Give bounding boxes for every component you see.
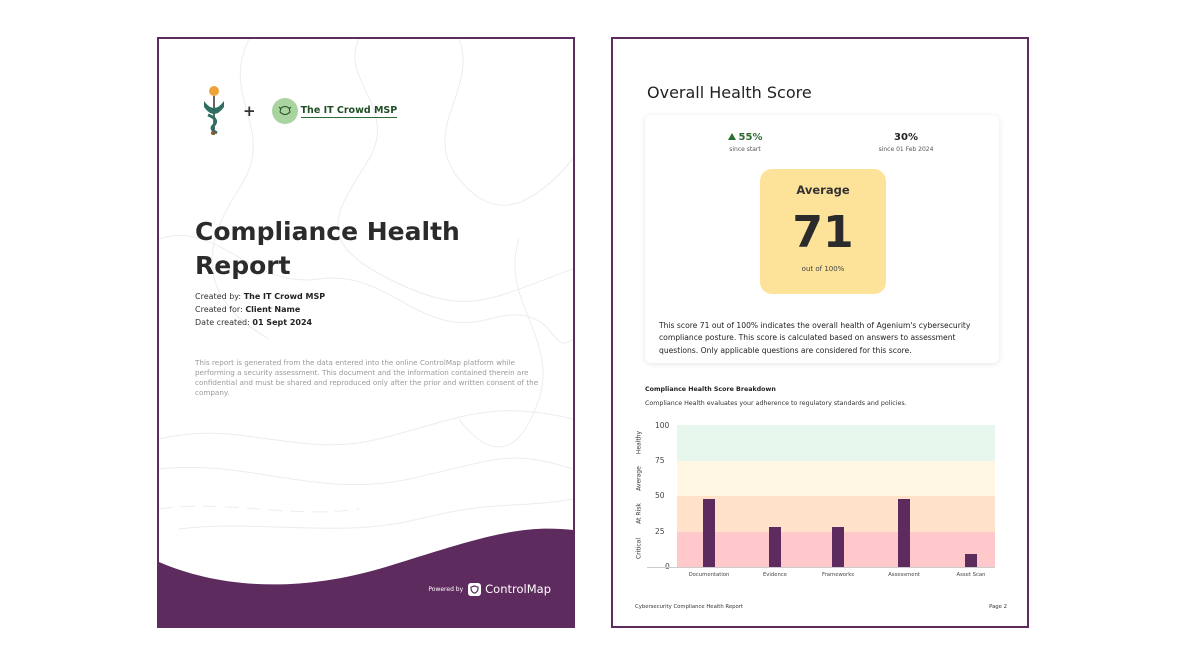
msp-name: The IT Crowd MSP <box>300 104 398 118</box>
x-label-frameworks: Frameworks <box>821 572 855 578</box>
page-title: Overall Health Score <box>647 83 812 102</box>
breakdown-title: Compliance Health Score Breakdown <box>645 386 776 393</box>
band-healthy <box>677 425 995 461</box>
report-meta: Created by: The IT Crowd MSP Created for… <box>195 290 325 329</box>
band-at-risk <box>677 496 995 532</box>
score-value: 71 <box>792 207 854 258</box>
band-label-at-risk: At Risk <box>635 503 643 524</box>
controlmap-brand: ControlMap <box>485 582 551 596</box>
band-label-average: Average <box>635 466 643 491</box>
msp-logo-icon <box>271 98 298 124</box>
band-label-healthy: Healthy <box>635 430 643 455</box>
plus-sign: + <box>243 102 256 120</box>
y-tick-25: 25 <box>655 527 665 536</box>
bar-documentation[interactable] <box>703 499 715 567</box>
footer-page-number: Page 2 <box>989 604 1007 610</box>
cover-page: + The IT Crowd MSP Compliance Health Rep… <box>157 37 575 628</box>
powered-by: Powered by ControlMap <box>428 582 551 596</box>
score-label: Average <box>796 183 850 197</box>
x-label-documentation: Documentation <box>688 572 730 578</box>
bar-evidence[interactable] <box>769 527 781 567</box>
stat-since-start: 55% since start <box>727 132 763 153</box>
breakdown-chart: Healthy Average At Risk Critical 100 75 … <box>633 421 1003 586</box>
bar-frameworks[interactable] <box>832 527 844 567</box>
report-title: Compliance Health Report <box>195 217 460 280</box>
bar-asset-scan[interactable] <box>965 554 977 567</box>
footer-wave <box>159 528 573 626</box>
y-tick-0: 0 <box>665 562 670 571</box>
y-tick-75: 75 <box>655 456 665 465</box>
bar-assessment[interactable] <box>898 499 910 567</box>
band-average <box>677 460 995 496</box>
logo-row: + The IT Crowd MSP <box>203 85 398 137</box>
stat-since-date: 30% since 01 Feb 2024 <box>878 132 934 153</box>
arrow-up-icon <box>727 133 736 140</box>
footer-report-name: Cybersecurity Compliance Health Report <box>635 604 743 610</box>
x-label-evidence: Evidence <box>762 572 788 578</box>
breakdown-description: Compliance Health evaluates your adheren… <box>645 400 907 407</box>
y-tick-100: 100 <box>655 421 670 430</box>
disclaimer-text: This report is generated from the data e… <box>195 358 539 398</box>
y-tick-50: 50 <box>655 491 665 500</box>
controlmap-shield-icon <box>468 582 482 596</box>
score-card: 55% since start 30% since 01 Feb 2024 Av… <box>645 115 999 363</box>
score-description: This score 71 out of 100% indicates the … <box>659 320 971 355</box>
x-label-assessment: Assessment <box>888 572 920 578</box>
score-sub: out of 100% <box>801 265 845 273</box>
x-axis <box>647 567 995 568</box>
score-box: Average 71 out of 100% <box>760 169 886 294</box>
caduceus-logo-icon <box>204 86 224 135</box>
meta-created-by: Created by: The IT Crowd MSP <box>195 292 326 301</box>
health-score-page: Overall Health Score 55% since start 30%… <box>611 37 1029 628</box>
band-label-critical: Critical <box>635 538 643 559</box>
contour-background <box>159 39 573 530</box>
meta-date-created: Date created: 01 Sept 2024 <box>195 318 313 327</box>
x-label-asset-scan: Asset Scan <box>956 572 986 578</box>
meta-created-for: Created for: Client Name <box>195 305 301 314</box>
